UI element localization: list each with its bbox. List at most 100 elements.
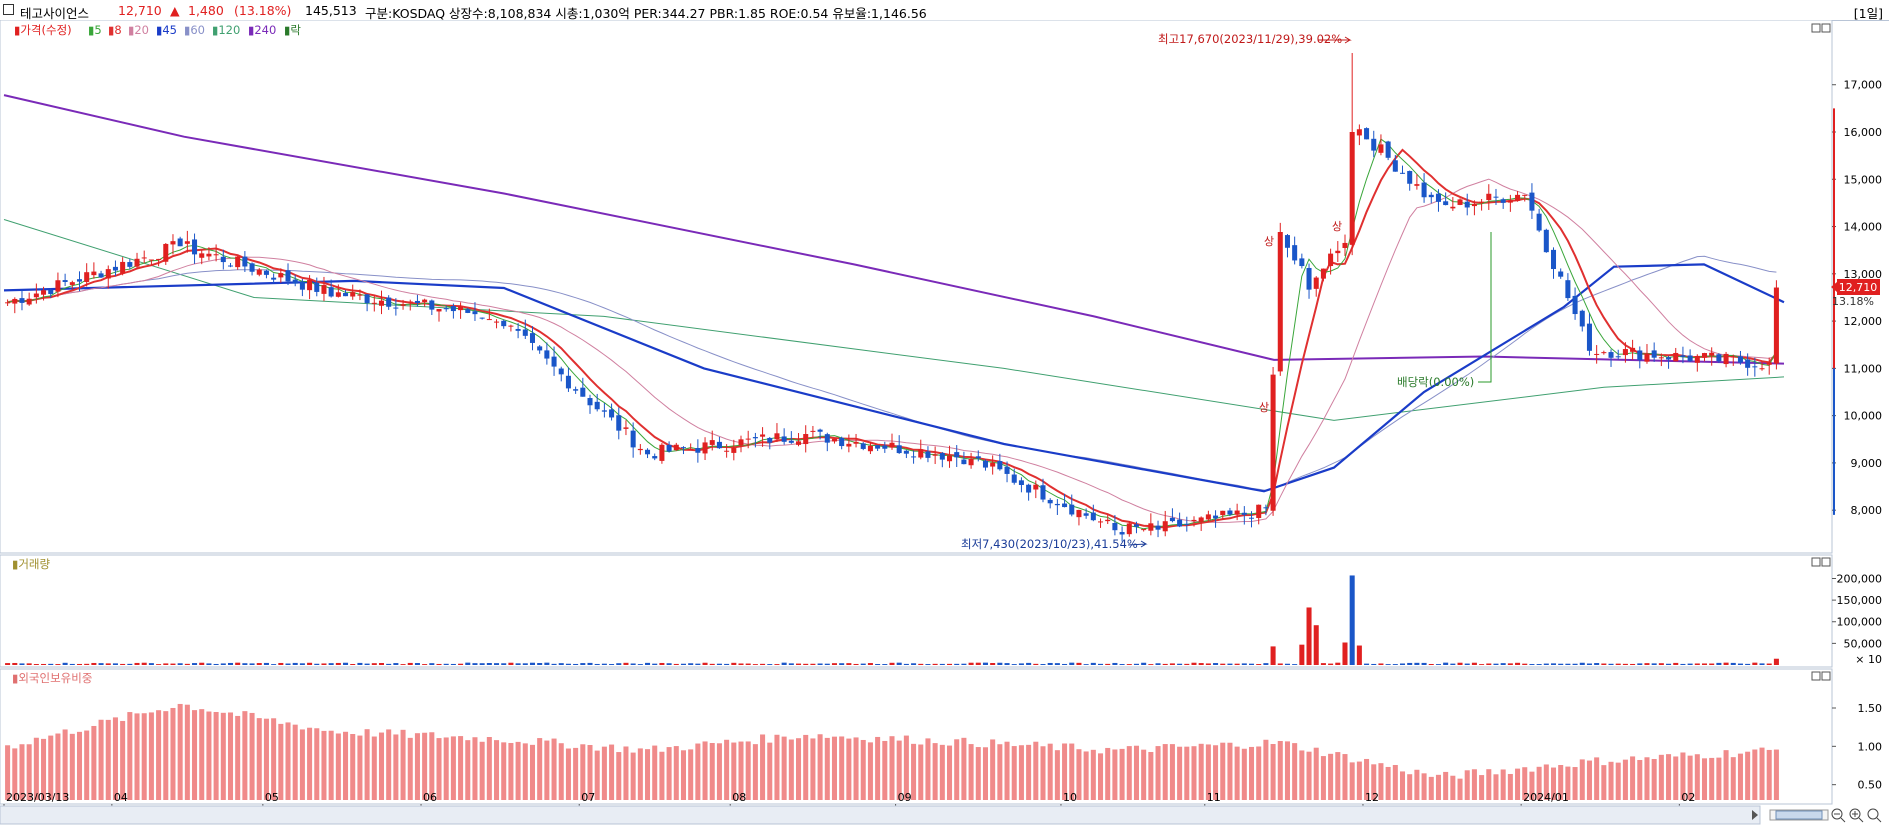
legend-ma-60: ▮60 [184, 23, 205, 37]
foreign-ratio-bar [314, 728, 320, 800]
volume-bar [1586, 663, 1592, 665]
volume-bar [1680, 663, 1686, 665]
candle-body [1414, 184, 1420, 186]
foreign-ratio-bar [1098, 753, 1104, 800]
foreign-ratio-bar [752, 744, 758, 800]
foreign-ratio-bar [580, 744, 586, 800]
volume-bar [407, 662, 413, 665]
volume-bar [1407, 662, 1413, 665]
volume-bar [220, 663, 226, 665]
window-checkbox-icon[interactable] [3, 4, 14, 15]
candle-body [436, 309, 442, 312]
foreign-ratio-bar [1277, 741, 1283, 800]
foreign-ratio-bar [1342, 754, 1348, 800]
candle-body [1155, 525, 1161, 530]
volume-bar [1716, 662, 1722, 665]
volume-bar [652, 663, 658, 665]
foreign-ratio-bar [1701, 758, 1708, 800]
foreign-ratio-bar [1500, 769, 1506, 800]
candle-body [242, 256, 248, 267]
volume-bar [1572, 663, 1578, 665]
foreign-ratio-bar [1062, 743, 1068, 800]
volume-bar [616, 663, 622, 665]
foreign-ratio-bar [1435, 774, 1441, 800]
candle-body [1306, 267, 1312, 290]
volume-bar [1766, 663, 1772, 665]
foreign-ratio-bar [206, 711, 212, 800]
foreign-ratio-bar [12, 748, 18, 800]
horizontal-scrollbar[interactable] [0, 805, 1761, 825]
foreign-ratio-bar [364, 729, 370, 800]
panel-close-button[interactable] [1821, 557, 1831, 567]
candle-body [544, 350, 550, 359]
volume-bar [278, 662, 284, 665]
ma-120-line [3, 219, 1785, 421]
volume-bar [436, 663, 442, 665]
candle-body [105, 269, 111, 279]
candle-body [1371, 138, 1377, 151]
foreign-ratio-bar [1148, 751, 1154, 800]
volume-bar [1392, 664, 1398, 665]
foreign-ratio-bar [1270, 744, 1276, 800]
volume-bar [33, 664, 39, 665]
volume-bar [343, 662, 349, 665]
volume-bar [1385, 664, 1391, 665]
zoom-slider-thumb[interactable] [1775, 810, 1823, 820]
volume-bar [1565, 663, 1571, 665]
candle-body [414, 300, 420, 303]
zoom-out-icon[interactable] [1831, 808, 1846, 823]
foreign-ratio-bar [458, 736, 464, 800]
foreign-ratio-bar [1090, 749, 1096, 800]
scroll-right-icon[interactable] [1752, 810, 1758, 820]
volume-bar [177, 663, 183, 665]
candle-body [896, 445, 902, 454]
panel-close-button[interactable] [1821, 671, 1831, 681]
candle-body [1328, 253, 1334, 267]
foreign-ratio-bar [968, 744, 974, 800]
candle-body [1292, 245, 1298, 261]
volume-bar [551, 663, 557, 665]
volume-bar [1493, 663, 1499, 665]
price-axis-label: 11,000 [1844, 362, 1883, 375]
foreign-ratio-bar [1220, 742, 1226, 800]
foreign-ratio-bar [1320, 756, 1326, 800]
foreign-ratio-bar [98, 719, 104, 800]
foreign-ratio-bar [1227, 742, 1233, 800]
candle-body [587, 398, 593, 406]
volume-bar [796, 663, 802, 665]
foreign-ratio-bar [141, 713, 147, 800]
foreign-ratio-bar [875, 736, 881, 800]
foreign-ratio-bar [55, 733, 61, 800]
panel-minimize-button[interactable] [1811, 557, 1821, 567]
stock-name[interactable]: 테고사이언스 [20, 6, 90, 21]
panel-close-button[interactable] [1821, 23, 1831, 33]
foreign-ratio-bar [1119, 748, 1125, 800]
candle-body [997, 461, 1003, 470]
panel-minimize-button[interactable] [1811, 23, 1821, 33]
zoom-reset-icon[interactable] [1867, 808, 1882, 823]
panel-minimize-button[interactable] [1811, 671, 1821, 681]
volume-bar [227, 662, 234, 665]
candle-body [688, 448, 694, 450]
foreign-ratio-bar [1421, 773, 1427, 800]
candle-body [26, 298, 32, 305]
zoom-in-icon[interactable] [1849, 808, 1864, 823]
foreign-ratio-bar [529, 744, 536, 800]
foreign-ratio-bar [781, 736, 787, 800]
foreign-ratio-bar [1392, 764, 1398, 800]
stock-chart[interactable]: 8,000 9,000 10,000 11,000 12,000 13,000 14,000… [0, 20, 1889, 826]
period-selector[interactable]: [1일] [1853, 6, 1883, 21]
volume-bar [673, 663, 679, 665]
volume-bar [609, 664, 615, 665]
candle-body [537, 346, 543, 351]
volume-bar [1773, 658, 1779, 665]
volume-bar [235, 662, 241, 665]
candle-body [1364, 128, 1370, 140]
volume-bar [1162, 663, 1168, 665]
volume-bar [1076, 662, 1082, 665]
volume-bar [314, 663, 320, 665]
candle-body [745, 438, 751, 440]
candle-body [601, 410, 607, 412]
volume-bar [975, 662, 981, 665]
candle-body [1622, 349, 1628, 356]
